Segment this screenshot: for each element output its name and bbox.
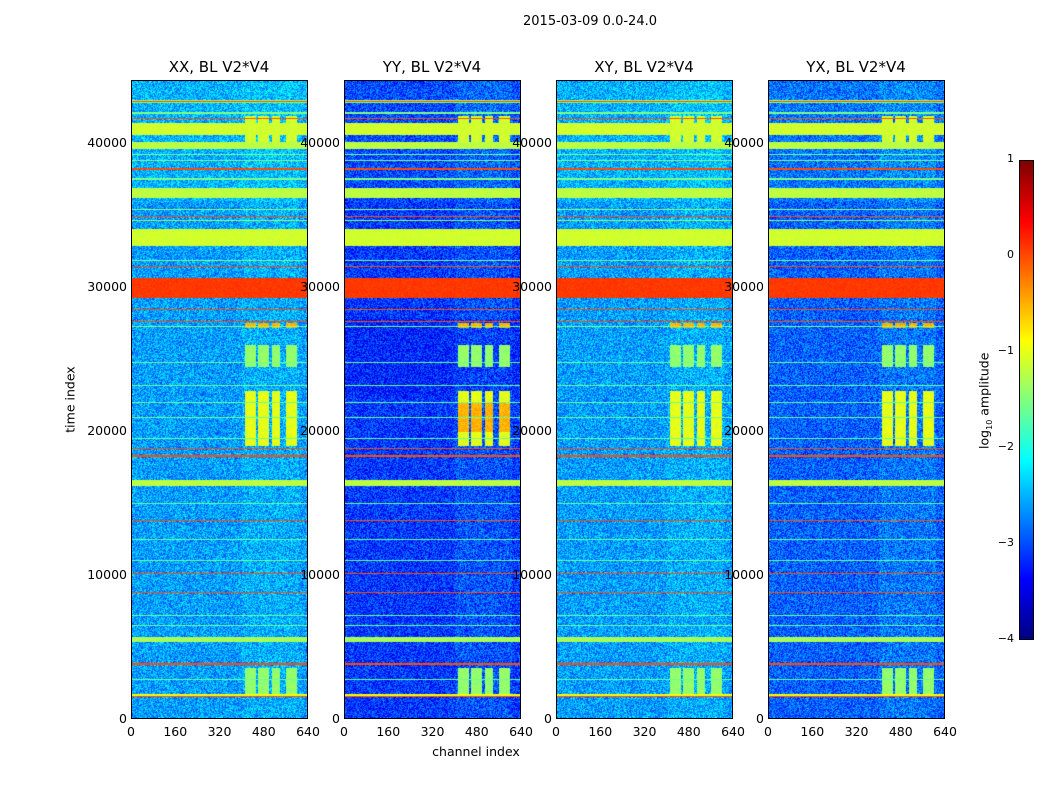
y-tick-label: 20000 [724,423,764,439]
x-tick-label: 480 [464,724,489,739]
colorbar-label-amplitude: amplitude [976,352,992,420]
x-tick-label: 640 [296,724,320,739]
colorbar-tick-label: −2 [997,440,1014,453]
heatmap-panel-1 [344,80,521,719]
colorbar-label-sub: 10 [984,419,994,430]
colorbar-tick-label: 0 [1007,248,1014,261]
y-tick-label: 40000 [300,135,340,151]
y-tick-label: 10000 [724,567,764,583]
heatmap-panel-0 [131,80,308,719]
x-tick-label: 0 [764,724,772,739]
x-tick-label: 160 [163,724,188,739]
y-tick-label: 20000 [512,423,552,439]
panel-title: XX, BL V2*V4 [168,58,270,76]
x-tick-label: 160 [588,724,613,739]
x-tick-label: 160 [800,724,825,739]
heatmap-cells [132,81,307,718]
figure-title: 2015-03-09 0.0-24.0 [523,14,657,29]
y-tick-label: 10000 [300,567,340,583]
y-tick-label: 10000 [512,567,552,583]
colorbar-tick-label: 1 [1007,152,1014,165]
y-axis-label: time index [62,366,78,433]
colorbar-label: log10 amplitude [976,346,994,456]
y-tick-label: 30000 [300,279,340,295]
heatmap-panel-3 [768,80,945,719]
x-tick-label: 480 [676,724,701,739]
panel-title: YX, BL V2*V4 [806,58,906,76]
x-tick-label: 320 [420,724,445,739]
colorbar-tick-label: −1 [997,344,1014,357]
y-tick-label: 0 [119,711,127,726]
panel-title: YY, BL V2*V4 [382,58,482,76]
y-tick-label: 30000 [724,279,764,295]
y-tick-label: 20000 [300,423,340,439]
colorbar-label-log: log [976,429,992,449]
y-tick-label: 0 [756,711,764,726]
x-tick-label: 640 [509,724,533,739]
x-tick-label: 480 [888,724,913,739]
x-tick-label: 0 [127,724,135,739]
y-tick-label: 0 [544,711,552,726]
x-tick-label: 0 [552,724,560,739]
heatmap-cells [769,81,944,718]
heatmap-cells [345,81,520,718]
heatmap-cells [557,81,732,718]
heatmap-panel-2 [556,80,733,719]
y-tick-label: 40000 [512,135,552,151]
x-tick-label: 480 [251,724,276,739]
x-tick-label: 320 [207,724,232,739]
colorbar-tick-label: −4 [997,632,1014,645]
x-axis-label: channel index [432,744,520,759]
y-tick-label: 30000 [87,279,127,295]
colorbar [1019,160,1034,640]
x-tick-label: 320 [844,724,869,739]
y-tick-label: 10000 [87,567,127,583]
x-tick-label: 320 [632,724,657,739]
panel-title: XY, BL V2*V4 [594,58,694,76]
x-tick-label: 640 [721,724,745,739]
x-tick-label: 160 [376,724,401,739]
y-tick-label: 40000 [87,135,127,151]
x-tick-label: 640 [933,724,957,739]
y-tick-label: 0 [332,711,340,726]
y-tick-label: 40000 [724,135,764,151]
y-tick-label: 30000 [512,279,552,295]
colorbar-tick-label: −3 [997,536,1014,549]
x-tick-label: 0 [340,724,348,739]
y-tick-label: 20000 [87,423,127,439]
